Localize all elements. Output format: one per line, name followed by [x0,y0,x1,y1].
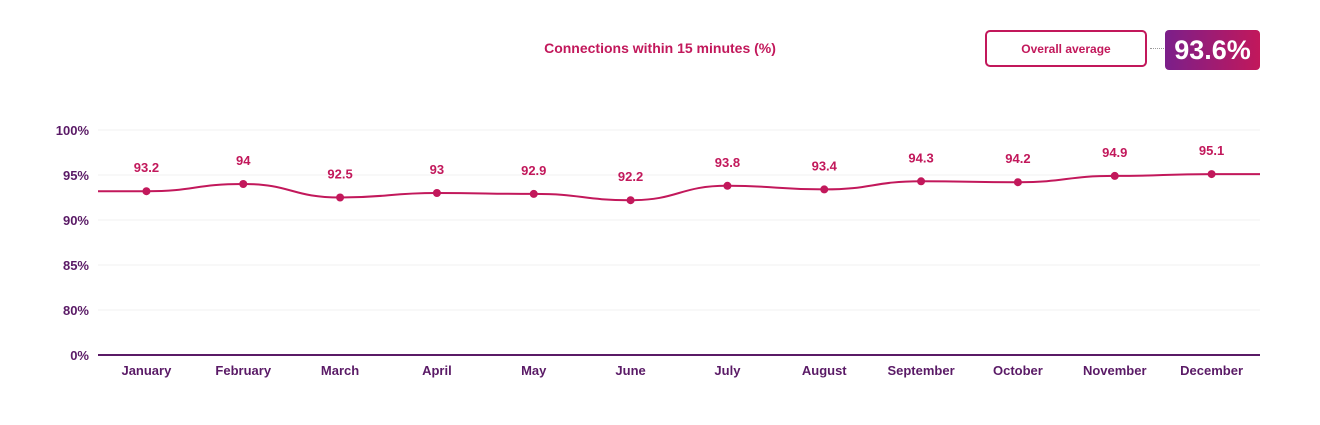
x-tick-label: September [887,363,954,378]
data-point [723,181,732,190]
data-label: 94 [236,153,251,168]
y-tick-label: 80% [63,303,89,318]
y-tick-label: 95% [63,168,89,183]
y-tick-label: 100% [56,123,90,138]
data-label: 92.2 [618,169,643,184]
data-point [529,189,538,198]
data-point [336,193,345,202]
x-tick-label: July [714,363,741,378]
series-line [98,173,1260,202]
data-label: 95.1 [1199,143,1224,158]
data-label: 94.9 [1102,145,1127,160]
data-label: 94.3 [908,150,933,165]
data-label: 93.2 [134,160,159,175]
data-point [239,180,248,188]
y-tick-label: 0% [70,348,89,363]
x-tick-label: March [321,363,359,378]
data-point [626,196,635,205]
x-tick-label: May [521,363,547,378]
overall-average-label: Overall average [985,30,1147,67]
x-tick-label: August [802,363,847,378]
data-point [1013,178,1022,187]
y-tick-label: 85% [63,258,89,273]
data-label: 94.2 [1005,151,1030,166]
x-tick-label: October [993,363,1043,378]
y-tick-label: 90% [63,213,89,228]
x-tick-label: June [615,363,645,378]
average-leader-line [1150,48,1164,49]
data-label: 93.4 [812,158,838,173]
data-point [917,177,926,186]
data-point [1110,171,1119,180]
data-point [1207,170,1216,179]
x-tick-label: April [422,363,452,378]
chart-title: Connections within 15 minutes (%) [544,40,776,56]
data-point [142,187,151,196]
x-tick-label: November [1083,363,1147,378]
data-label: 93.8 [715,155,740,170]
data-label: 93 [430,162,444,177]
overall-average-value: 93.6% [1165,30,1260,70]
x-tick-label: January [121,363,172,378]
data-label: 92.9 [521,163,546,178]
x-tick-label: December [1180,363,1243,378]
data-point [820,185,829,194]
data-label: 92.5 [327,167,352,182]
x-tick-label: February [215,363,271,378]
data-point [432,189,441,197]
